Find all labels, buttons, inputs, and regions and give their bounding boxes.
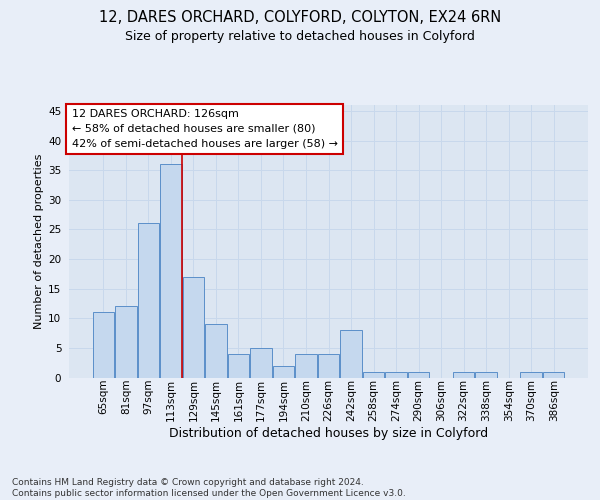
Bar <box>228 354 249 378</box>
Bar <box>160 164 182 378</box>
Bar <box>340 330 362 378</box>
Bar <box>250 348 272 378</box>
Bar <box>92 312 114 378</box>
Bar <box>385 372 407 378</box>
Bar <box>363 372 384 378</box>
Bar <box>115 306 137 378</box>
Bar <box>318 354 339 378</box>
Text: 12, DARES ORCHARD, COLYFORD, COLYTON, EX24 6RN: 12, DARES ORCHARD, COLYFORD, COLYTON, EX… <box>99 10 501 25</box>
Bar <box>137 224 159 378</box>
Bar <box>408 372 429 378</box>
Text: Contains HM Land Registry data © Crown copyright and database right 2024.
Contai: Contains HM Land Registry data © Crown c… <box>12 478 406 498</box>
Text: 12 DARES ORCHARD: 126sqm
← 58% of detached houses are smaller (80)
42% of semi-d: 12 DARES ORCHARD: 126sqm ← 58% of detach… <box>71 109 338 148</box>
Bar <box>182 277 204 378</box>
X-axis label: Distribution of detached houses by size in Colyford: Distribution of detached houses by size … <box>169 426 488 440</box>
Bar <box>543 372 565 378</box>
Text: Size of property relative to detached houses in Colyford: Size of property relative to detached ho… <box>125 30 475 43</box>
Y-axis label: Number of detached properties: Number of detached properties <box>34 154 44 329</box>
Bar <box>273 366 294 378</box>
Bar <box>520 372 542 378</box>
Bar <box>295 354 317 378</box>
Bar <box>453 372 475 378</box>
Bar <box>475 372 497 378</box>
Bar <box>205 324 227 378</box>
